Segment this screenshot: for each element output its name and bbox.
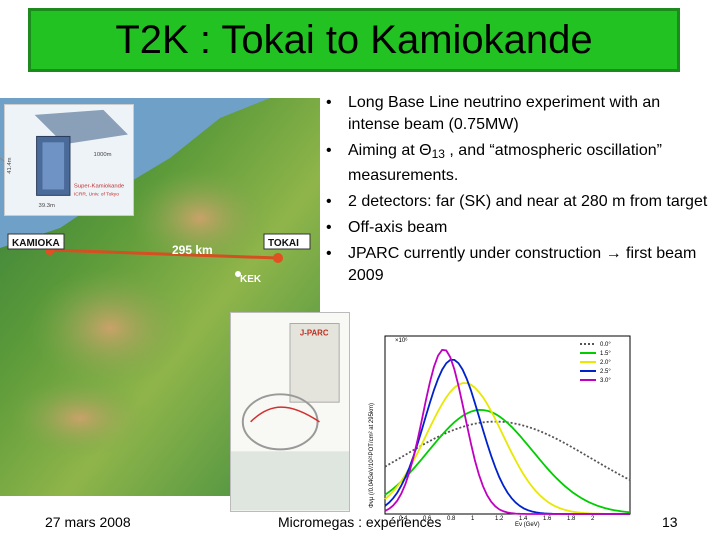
footer-date: 27 mars 2008 — [45, 514, 131, 530]
legend-entry: 0.0° — [600, 342, 611, 348]
bullet-item: 2 detectors: far (SK) and near at 280 m … — [322, 191, 714, 213]
x-tick-label: 1.2 — [495, 516, 504, 522]
bullet-text: Aiming at Θ — [348, 142, 432, 159]
jparc-site-inset: J-PARC — [230, 312, 350, 512]
y-exponent: ×10⁶ — [395, 337, 408, 344]
x-tick-label: 0.8 — [447, 516, 456, 522]
tokai-marker — [273, 253, 283, 263]
bullet-text: JPARC currently under construction → fir… — [348, 245, 697, 284]
sk-label: Super-Kamiokande — [74, 184, 124, 190]
bullet-text: , and “atmospheric oscillation” measurem… — [348, 142, 662, 184]
kek-marker — [235, 271, 241, 277]
kamioka-label-box — [7, 233, 65, 250]
legend-entry: 1.5° — [600, 351, 611, 357]
sk-sublabel: ICRR, Univ. of Tokyo — [74, 191, 119, 197]
theta-subscript: 13 — [431, 147, 445, 161]
title-box: T2K : Tokai to Kamiokande — [28, 8, 680, 72]
plot-legend: 0.0° 1.5° 2.0° 2.5° 3.0° — [580, 342, 611, 384]
x-tick-label: 2 — [591, 516, 595, 522]
bullet-list: Long Base Line neutrino experiment with … — [322, 92, 714, 291]
bullet-item: JPARC currently under construction → fir… — [322, 243, 714, 287]
x-tick-labels: 0.4 0.6 0.8 1 1.2 1.4 1.6 1.8 2 — [399, 516, 595, 522]
y-axis-label: Φνμ (/0.04GeV/10²¹POT/cm² at 295km) — [369, 403, 375, 508]
x-axis-label: Eν (GeV) — [515, 522, 540, 528]
x-tick-label: 1.6 — [543, 516, 552, 522]
off-axis-flux-plot: 0.0° 1.5° 2.0° 2.5° 3.0° 0.4 0.6 0.8 1 1.2 1.4 1.6… — [365, 328, 635, 528]
x-tick-label: 0.6 — [423, 516, 432, 522]
kek-label: KEK — [240, 274, 262, 285]
tokai-label-box — [263, 233, 311, 250]
flux-curve — [384, 348, 630, 515]
super-kamiokande-inset: 41.4m 39.3m Super-Kamiokande ICRR, Univ.… — [4, 104, 134, 216]
depth-label: 1000m — [94, 152, 112, 158]
distance-label: 295 km — [172, 243, 213, 257]
legend-entry: 2.0° — [600, 360, 611, 366]
bullet-text: Long Base Line neutrino experiment with … — [348, 94, 661, 133]
height-label: 41.4m — [7, 157, 13, 173]
tokai-label: TOKAI — [268, 238, 299, 249]
width-label: 39.3m — [39, 203, 55, 209]
jparc-label: J-PARC — [300, 328, 329, 337]
flux-curve — [384, 408, 631, 514]
bullet-item: Aiming at Θ13 , and “atmospheric oscilla… — [322, 140, 714, 187]
footer-title: Micromegas : expériences — [278, 514, 442, 530]
bullet-text: Off-axis beam — [348, 219, 448, 236]
page-number: 13 — [662, 514, 678, 530]
x-tick-label: 0.4 — [399, 516, 408, 522]
x-tick-label: 1.4 — [519, 516, 528, 522]
legend-entry: 2.5° — [600, 369, 611, 375]
slide-title: T2K : Tokai to Kamiokande — [115, 17, 593, 62]
flux-curves — [384, 348, 631, 515]
legend-entry: 3.0° — [600, 378, 611, 384]
bullet-item: Long Base Line neutrino experiment with … — [322, 92, 714, 136]
kamioka-label: KAMIOKA — [12, 238, 60, 249]
bullet-item: Off-axis beam — [322, 217, 714, 239]
x-tick-label: 1.8 — [567, 516, 576, 522]
x-tick-label: 1 — [471, 516, 475, 522]
bullet-text: 2 detectors: far (SK) and near at 280 m … — [348, 193, 708, 210]
